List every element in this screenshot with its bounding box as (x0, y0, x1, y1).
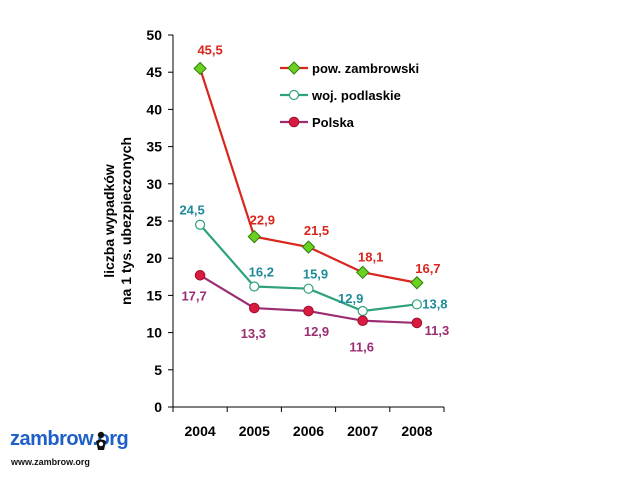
series-0-point (247, 229, 262, 244)
series-1-data-label: 24,5 (179, 203, 204, 218)
series-2-point (249, 302, 260, 314)
series-0-point (193, 61, 207, 76)
x-tick-label: 2008 (401, 423, 432, 439)
series-2-data-label: 17,7 (181, 288, 206, 303)
series-0-point (301, 240, 316, 254)
series-1-point (195, 219, 206, 230)
series-2-point (194, 270, 206, 281)
series-0-data-label: 45,5 (197, 42, 222, 57)
y-tick-label: 25 (146, 213, 162, 229)
x-tick-label: 2004 (185, 423, 216, 439)
legend-label: Polska (312, 115, 355, 130)
series-0-data-label: 22,9 (250, 213, 275, 228)
series-2-data-label: 13,3 (241, 326, 266, 341)
y-tick-label: 45 (146, 64, 162, 80)
x-tick-label: 2006 (293, 423, 324, 439)
y-axis-title-line1: liczba wypadków (101, 164, 117, 278)
logo-url: www.zambrow.org (11, 457, 90, 467)
person-icon (96, 431, 106, 450)
series-1-point (357, 305, 368, 317)
series-2-point (303, 305, 314, 317)
y-tick-label: 15 (146, 287, 162, 303)
series-2-point (411, 317, 423, 329)
y-tick-label: 35 (146, 139, 162, 155)
x-tick-label: 2007 (347, 423, 378, 439)
y-tick-label: 5 (154, 362, 162, 378)
legend-swatch-marker (287, 61, 301, 75)
series-1-data-label: 13,8 (422, 296, 447, 311)
series-0-data-label: 21,5 (304, 223, 329, 238)
series-1-data-label: 15,9 (303, 267, 328, 282)
y-tick-label: 50 (146, 27, 162, 43)
x-tick-label: 2005 (239, 423, 270, 439)
series-0-data-label: 18,1 (358, 249, 383, 264)
y-axis-title-line2: na 1 tys. ubezpieczonych (118, 137, 134, 305)
series-2-data-label: 11,3 (425, 323, 450, 338)
y-tick-label: 40 (146, 101, 162, 117)
series-1-data-label: 16,2 (249, 264, 274, 279)
series-0-point (410, 276, 424, 290)
series-0-point (355, 265, 370, 280)
legend-swatch-marker (288, 116, 300, 128)
series-2-data-label: 12,9 (304, 324, 329, 339)
y-tick-label: 20 (146, 250, 162, 266)
series-1-point (249, 281, 260, 292)
series-1-data-label: 12,9 (338, 291, 363, 306)
legend-label: woj. podlaskie (311, 88, 401, 103)
y-tick-label: 10 (146, 325, 162, 341)
y-tick-label: 30 (146, 176, 162, 192)
series-0-data-label: 16,7 (415, 261, 440, 276)
series-2-data-label: 11,6 (349, 340, 374, 355)
legend-swatch-marker (288, 89, 300, 101)
series-2-point (357, 315, 369, 326)
logo-wordmark: zambrow.org (10, 428, 129, 450)
series-1-point (303, 283, 314, 294)
y-tick-label: 0 (154, 399, 162, 415)
series-1-point (411, 299, 422, 310)
legend-label: pow. zambrowski (312, 61, 419, 76)
site-logo[interactable]: zambrow.org www.zambrow.org (10, 428, 132, 472)
